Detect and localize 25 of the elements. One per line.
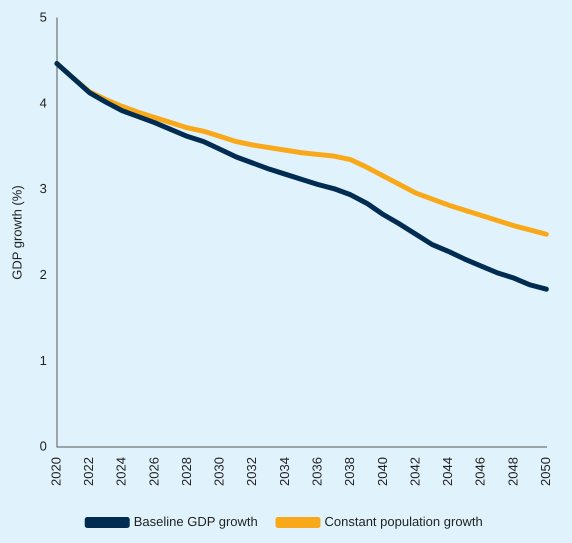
x-tick-label: 2022 bbox=[81, 457, 96, 486]
y-tick-label: 3 bbox=[40, 181, 47, 196]
x-tick-label: 2048 bbox=[505, 457, 520, 486]
y-tick-label: 0 bbox=[40, 438, 47, 454]
x-tick-label: 2046 bbox=[472, 457, 488, 486]
x-tick-label: 2036 bbox=[310, 457, 325, 486]
x-tick-label: 2032 bbox=[244, 457, 260, 486]
x-tick-label: 2034 bbox=[276, 457, 292, 486]
y-tick-label: 1 bbox=[40, 352, 47, 368]
x-tick-label: 2044 bbox=[440, 457, 456, 486]
x-tick-label: 2026 bbox=[146, 457, 162, 486]
x-tick-label: 2042 bbox=[407, 457, 422, 486]
x-tick-label: 2040 bbox=[374, 457, 390, 486]
x-tick-label: 2020 bbox=[48, 457, 64, 486]
y-tick-label: 2 bbox=[40, 267, 47, 282]
y-tick-label: 4 bbox=[40, 95, 47, 110]
x-tick-label: 2050 bbox=[538, 457, 553, 486]
x-tick-label: 2024 bbox=[114, 457, 129, 486]
x-tick-label: 2028 bbox=[178, 457, 194, 486]
y-axis-title: GDP growth (%) bbox=[9, 185, 24, 280]
x-tick-label: 2030 bbox=[212, 457, 227, 486]
legend-label: Constant population growth bbox=[324, 514, 483, 530]
legend-label: Baseline GDP growth bbox=[134, 514, 258, 530]
x-tick-label: 2038 bbox=[342, 457, 358, 486]
y-tick-label: 5 bbox=[40, 10, 47, 25]
